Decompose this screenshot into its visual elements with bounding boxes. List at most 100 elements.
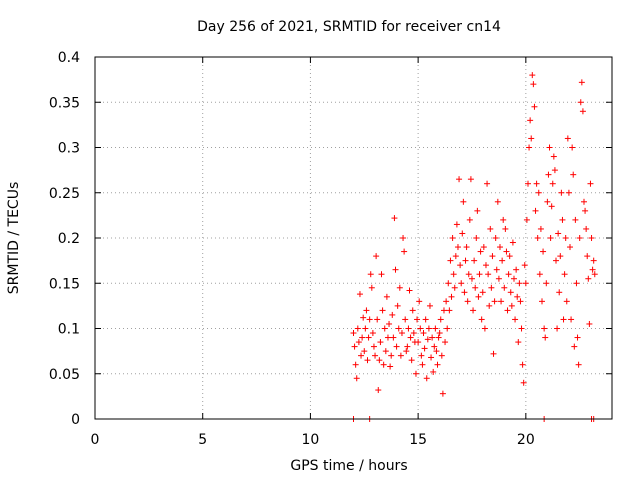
- y-tick-label: 0.15: [49, 276, 80, 292]
- data-point: [354, 325, 361, 332]
- data-point: [436, 330, 443, 337]
- data-point: [477, 248, 484, 255]
- data-point: [583, 225, 590, 232]
- data-point: [480, 244, 487, 251]
- points: [350, 72, 598, 422]
- data-point: [369, 330, 376, 337]
- data-point: [388, 352, 395, 359]
- data-point: [508, 302, 515, 309]
- data-point: [359, 334, 366, 341]
- data-point: [486, 302, 493, 309]
- y-tick-label: 0.25: [49, 186, 80, 202]
- data-point: [512, 316, 519, 323]
- data-point: [482, 262, 489, 269]
- data-point: [534, 235, 541, 241]
- data-point: [545, 171, 552, 178]
- data-point: [552, 257, 559, 264]
- data-point: [391, 215, 398, 222]
- data-point: [532, 207, 539, 214]
- data-point: [467, 176, 474, 183]
- data-point: [585, 275, 592, 282]
- data-point: [549, 180, 556, 187]
- data-point: [563, 298, 570, 305]
- data-point: [454, 244, 461, 251]
- data-point: [577, 99, 584, 106]
- data-point: [537, 225, 544, 232]
- data-point: [494, 198, 501, 205]
- data-point: [496, 244, 503, 251]
- data-point: [439, 390, 446, 397]
- data-point: [561, 271, 568, 278]
- data-point: [569, 144, 576, 151]
- data-point: [448, 293, 455, 300]
- data-point: [370, 343, 377, 350]
- data-point: [356, 291, 363, 298]
- data-point: [438, 352, 445, 359]
- data-point: [456, 176, 463, 183]
- x-tick-label: 5: [198, 432, 207, 448]
- data-point: [453, 221, 460, 228]
- data-point: [520, 379, 527, 386]
- data-point: [377, 339, 384, 346]
- data-point: [490, 350, 497, 357]
- data-point: [546, 144, 553, 151]
- data-point: [465, 271, 472, 278]
- data-point: [485, 271, 492, 278]
- data-point: [358, 352, 365, 359]
- data-point: [442, 339, 449, 346]
- data-point: [516, 280, 523, 287]
- data-point: [533, 180, 540, 187]
- data-point: [437, 316, 444, 323]
- data-point: [431, 343, 438, 350]
- data-point: [351, 343, 358, 350]
- data-point: [576, 235, 583, 241]
- y-tick-label: 0.35: [49, 95, 80, 111]
- data-point: [421, 345, 428, 352]
- data-point: [470, 307, 477, 314]
- data-point: [381, 325, 388, 332]
- data-point: [519, 361, 526, 368]
- data-point: [352, 361, 359, 368]
- data-point: [513, 266, 520, 273]
- data-point: [433, 348, 440, 355]
- data-point: [384, 334, 391, 341]
- data-point: [414, 316, 421, 323]
- data-point: [406, 287, 413, 294]
- data-point: [415, 339, 422, 346]
- data-point: [468, 275, 475, 282]
- data-point: [376, 357, 383, 364]
- data-point: [452, 253, 459, 260]
- data-point: [517, 298, 524, 305]
- data-point: [586, 320, 593, 327]
- data-point: [401, 248, 408, 255]
- data-point: [368, 284, 375, 291]
- data-point: [383, 293, 390, 300]
- data-point: [392, 266, 399, 273]
- data-point: [472, 284, 479, 291]
- data-point: [430, 368, 437, 375]
- data-point: [538, 298, 545, 305]
- data-point: [419, 361, 426, 368]
- data-point: [550, 153, 557, 160]
- data-point: [364, 357, 371, 364]
- y-tick-label: 0.05: [49, 367, 80, 383]
- data-point: [579, 108, 586, 115]
- data-point: [464, 298, 471, 305]
- data-point: [445, 280, 452, 287]
- data-point: [524, 180, 531, 187]
- data-point: [394, 302, 401, 309]
- data-point: [425, 325, 432, 332]
- data-point: [434, 361, 441, 368]
- data-point: [402, 316, 409, 323]
- data-point: [502, 225, 509, 232]
- data-point: [509, 239, 516, 246]
- data-point: [484, 180, 491, 187]
- x-tick-label: 15: [409, 432, 427, 448]
- data-point: [536, 271, 543, 278]
- data-point: [363, 307, 370, 314]
- data-point: [487, 225, 494, 232]
- data-point: [492, 235, 499, 241]
- data-point: [462, 257, 469, 264]
- data-point: [429, 334, 436, 341]
